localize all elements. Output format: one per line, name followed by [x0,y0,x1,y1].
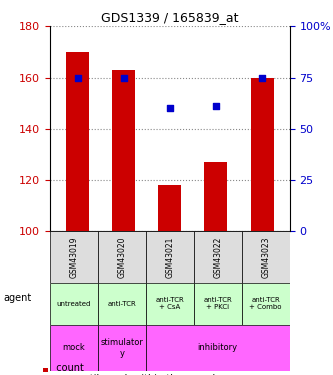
Point [213,103,218,109]
FancyBboxPatch shape [194,283,242,325]
Point [167,105,172,111]
FancyBboxPatch shape [146,325,290,371]
Text: stimulator
y: stimulator y [101,338,143,358]
Text: GSM43019: GSM43019 [69,236,79,278]
Bar [112,70,135,231]
FancyBboxPatch shape [98,283,146,325]
Point [121,75,127,81]
FancyBboxPatch shape [242,231,290,283]
Title: GDS1339 / 165839_at: GDS1339 / 165839_at [101,11,238,24]
Text: anti-TCR: anti-TCR [108,301,136,307]
Text: anti-TCR
+ PKCi: anti-TCR + PKCi [203,297,232,310]
Text: GSM43023: GSM43023 [261,236,270,278]
Text: inhibitory: inhibitory [198,344,238,352]
Text: mock: mock [63,344,85,352]
Point [75,75,80,81]
FancyBboxPatch shape [50,325,98,371]
Text: count: count [50,363,84,373]
FancyBboxPatch shape [146,231,194,283]
Bar [158,185,181,231]
Text: anti-TCR
+ CsA: anti-TCR + CsA [156,297,184,310]
Bar [250,78,274,231]
Text: anti-TCR
+ Combo: anti-TCR + Combo [249,297,282,310]
FancyBboxPatch shape [98,231,146,283]
FancyBboxPatch shape [146,283,194,325]
Text: GSM43022: GSM43022 [213,236,222,278]
FancyBboxPatch shape [50,283,98,325]
FancyBboxPatch shape [242,283,290,325]
Text: agent: agent [3,293,32,303]
Text: percentile rank within the sample: percentile rank within the sample [50,374,221,375]
Point [259,75,265,81]
Bar [204,162,227,231]
Bar [66,52,89,231]
FancyBboxPatch shape [50,231,98,283]
Text: untreated: untreated [57,301,91,307]
Text: GSM43021: GSM43021 [165,236,174,278]
FancyBboxPatch shape [194,231,242,283]
Text: GSM43020: GSM43020 [117,236,127,278]
FancyBboxPatch shape [98,325,146,371]
